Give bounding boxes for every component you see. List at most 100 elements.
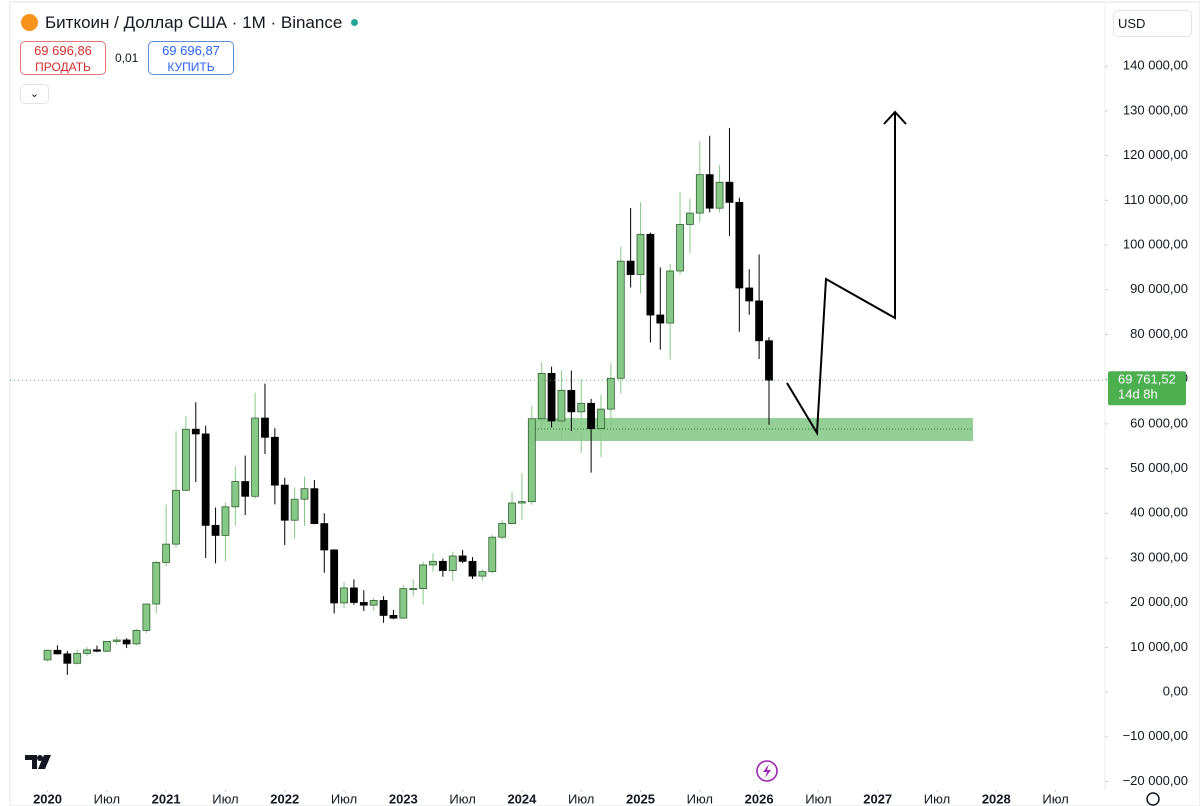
candle-body xyxy=(626,260,635,275)
candle-body xyxy=(715,181,724,209)
x-tick-label: Июл xyxy=(331,791,357,806)
candle-body xyxy=(201,433,210,526)
x-tick-label: Июл xyxy=(449,791,475,806)
y-tick-label: 140 000,00 xyxy=(1123,58,1188,73)
candle-body xyxy=(251,417,259,497)
price-label: 69 761,52 xyxy=(1118,372,1176,387)
buy-price: 69 696,87 xyxy=(162,43,220,58)
candle-body xyxy=(350,587,358,603)
y-tick-label: 60 000,00 xyxy=(1130,415,1188,430)
x-tick-label: 2022 xyxy=(270,791,299,806)
x-tick-label: 2024 xyxy=(507,791,537,806)
candle-body xyxy=(162,543,171,563)
candle-body xyxy=(290,498,299,521)
x-tick-label: Июл xyxy=(805,791,831,806)
y-tick-label: 90 000,00 xyxy=(1130,281,1188,296)
spread: 0,01 xyxy=(115,51,139,65)
x-tick-label: Июл xyxy=(924,791,950,806)
x-tick-label: 2023 xyxy=(389,791,418,806)
candle-body xyxy=(172,489,180,545)
candle-body xyxy=(211,524,220,536)
y-tick-label: 10 000,00 xyxy=(1130,639,1188,654)
y-tick-label: −20 000,00 xyxy=(1123,773,1188,788)
candle-body xyxy=(606,377,615,410)
candle-body xyxy=(636,233,645,275)
x-tick-label: 2021 xyxy=(152,791,181,806)
buy-button[interactable]: 69 696,87 КУПИТЬ xyxy=(148,41,234,75)
candle-body xyxy=(686,212,694,225)
x-tick-label: Июл xyxy=(212,791,238,806)
candle-body xyxy=(369,600,378,606)
candle-body xyxy=(122,639,131,645)
candle-body xyxy=(93,649,101,652)
candle-body xyxy=(705,174,714,209)
y-tick-label: 130 000,00 xyxy=(1123,102,1188,117)
candle-body xyxy=(63,653,72,664)
y-tick-label: 40 000,00 xyxy=(1130,505,1188,520)
candle-body xyxy=(152,562,161,605)
candle-body xyxy=(330,549,339,604)
events-icon[interactable] xyxy=(756,760,778,782)
candle-body xyxy=(765,340,773,381)
settings-icon[interactable] xyxy=(1146,792,1160,806)
candle-body xyxy=(478,571,487,577)
x-tick-label: Июл xyxy=(1042,791,1068,806)
buy-label: КУПИТЬ xyxy=(167,60,215,74)
currency-select[interactable]: USD xyxy=(1113,10,1192,37)
candle-body xyxy=(379,600,388,616)
candle-body xyxy=(43,649,52,661)
candle-body xyxy=(537,372,546,420)
coin-icon xyxy=(21,14,38,31)
price-label-box xyxy=(1108,371,1186,406)
candle-body xyxy=(419,564,427,590)
y-tick-label: 80 000,00 xyxy=(1130,326,1188,341)
y-tick-label: 0,00 xyxy=(1163,684,1188,699)
candle-body xyxy=(527,418,536,503)
candle-body xyxy=(458,555,467,562)
frame xyxy=(9,1,1200,806)
candle-body xyxy=(53,649,62,655)
candle-body xyxy=(676,224,684,272)
candle-body xyxy=(577,402,586,413)
candle-body xyxy=(340,587,348,604)
candle-body xyxy=(725,181,734,203)
candle-body xyxy=(409,588,418,591)
x-tick-label: 2026 xyxy=(745,791,774,806)
candle-body xyxy=(616,260,625,379)
forecast-arrow xyxy=(786,112,896,437)
x-tick-label: Июл xyxy=(568,791,594,806)
candle-body xyxy=(468,560,477,577)
candle-body xyxy=(438,560,447,571)
candle-body xyxy=(191,428,200,435)
candle-body xyxy=(359,602,368,606)
candle-body xyxy=(656,314,665,324)
candle-body xyxy=(132,630,141,645)
y-tick-label: 20 000,00 xyxy=(1130,594,1188,609)
symbol-title: Биткоин / Доллар США · 1M · Binance xyxy=(45,13,343,32)
candle-body xyxy=(567,389,576,413)
y-tick-label: 120 000,00 xyxy=(1123,147,1188,162)
y-tick-label: 50 000,00 xyxy=(1130,460,1188,475)
candle-body xyxy=(557,389,566,422)
candle-body xyxy=(83,649,91,654)
candle-body xyxy=(231,481,240,508)
market-status xyxy=(351,19,358,26)
candle-body xyxy=(399,588,408,619)
candle-body xyxy=(695,174,704,214)
candle-body xyxy=(547,372,556,422)
candle-body xyxy=(429,560,437,566)
candle-body xyxy=(518,501,526,504)
sell-button[interactable]: 69 696,86 ПРОДАТЬ xyxy=(20,41,106,75)
candle-body xyxy=(261,417,269,438)
collapse-button[interactable]: ⌄ xyxy=(20,84,49,104)
x-tick-label: 2025 xyxy=(626,791,655,806)
y-tick-label: 110 000,00 xyxy=(1124,192,1188,207)
x-tick-label: 2020 xyxy=(33,791,62,806)
candle-body xyxy=(270,436,279,486)
y-tick-label: −10 000,00 xyxy=(1123,728,1188,743)
arrow-head xyxy=(883,110,907,125)
candle-body xyxy=(448,555,457,571)
candle-body xyxy=(735,201,744,289)
